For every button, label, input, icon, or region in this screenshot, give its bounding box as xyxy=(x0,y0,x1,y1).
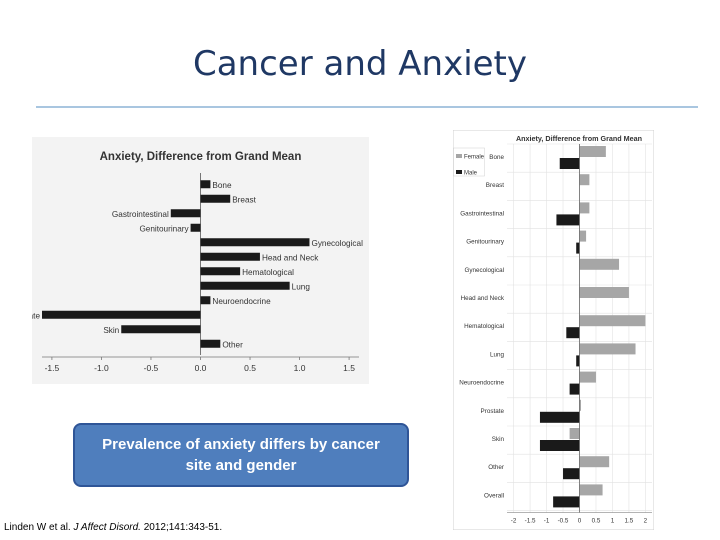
bar-label-head-and-neck: Head and Neck xyxy=(262,253,319,262)
x-tick-label: -1 xyxy=(544,518,550,525)
bar-breast xyxy=(200,194,231,203)
legend-label-female: Female xyxy=(464,155,485,161)
bar-gynecological xyxy=(200,238,310,247)
callout-text: Prevalence of anxiety differs by cancer … xyxy=(102,436,380,474)
bar-female-bone xyxy=(579,146,606,157)
bar-prostate xyxy=(42,310,201,319)
x-tick-label: -0.5 xyxy=(144,363,159,373)
category-label-genitourinary: Genitourinary xyxy=(466,239,505,246)
title-divider xyxy=(36,106,698,108)
category-label-breast: Breast xyxy=(486,182,504,189)
category-label-head-and-neck: Head and Neck xyxy=(461,295,505,302)
x-tick-label: 1.0 xyxy=(294,363,306,373)
bar-female-prostate xyxy=(579,399,581,411)
bar-lung xyxy=(200,281,290,290)
legend-swatch-female xyxy=(456,154,462,158)
x-tick-label: -1.0 xyxy=(94,363,109,373)
bar-label-prostate: Prostate xyxy=(32,311,40,320)
bar-female-neuroendocrine xyxy=(579,371,596,383)
x-tick-label: -2 xyxy=(511,518,517,525)
bar-male-skin xyxy=(539,440,580,451)
x-tick-label: -1.5 xyxy=(45,363,60,373)
citation-journal: J Affect Disord. xyxy=(73,522,141,533)
bar-female-skin xyxy=(569,428,580,439)
bar-male-genitourinary xyxy=(576,242,580,254)
category-label-gynecological: Gynecological xyxy=(464,267,504,274)
bar-bone xyxy=(200,180,211,189)
chart-by-cancer-site: Anxiety, Difference from Grand Mean BoneB… xyxy=(32,137,369,384)
category-label-neuroendocrine: Neuroendocrine xyxy=(459,380,504,387)
x-tick-label: -0.5 xyxy=(558,518,569,525)
bar-female-head-and-neck xyxy=(579,287,629,298)
bar-label-gastrointestinal: Gastrointestinal xyxy=(112,210,169,219)
bar-neuroendocrine xyxy=(200,296,211,305)
bar-gastrointestinal xyxy=(170,209,201,218)
slide-title: Cancer and Anxiety xyxy=(192,44,528,84)
bar-male-gastrointestinal xyxy=(556,214,580,226)
bar-male-lung xyxy=(576,355,580,367)
bar-female-gastrointestinal xyxy=(579,202,590,214)
bar-label-gynecological: Gynecological xyxy=(311,239,363,248)
bar-label-bone: Bone xyxy=(212,181,232,190)
bar-other xyxy=(200,339,221,348)
bar-female-genitourinary xyxy=(579,230,587,242)
category-label-lung: Lung xyxy=(490,351,505,358)
bar-female-overall xyxy=(579,484,603,496)
bar-head-and-neck xyxy=(200,252,260,261)
category-label-bone: Bone xyxy=(489,154,504,161)
bar-label-breast: Breast xyxy=(232,195,256,204)
bar-male-other xyxy=(563,468,580,480)
x-tick-label: 0.5 xyxy=(244,363,256,373)
bar-label-lung: Lung xyxy=(292,282,311,291)
x-tick-label: -1.5 xyxy=(525,518,536,525)
bar-hematological xyxy=(200,267,241,276)
category-label-gastrointestinal: Gastrointestinal xyxy=(460,210,504,217)
chart-title: Anxiety, Difference from Grand Mean xyxy=(100,151,302,163)
x-tick-label: 2 xyxy=(644,518,648,525)
x-tick-label: 0 xyxy=(578,518,582,525)
x-tick-label: 1 xyxy=(611,518,615,525)
bar-female-gynecological xyxy=(579,258,620,270)
bar-genitourinary xyxy=(190,223,201,232)
bar-label-neuroendocrine: Neuroendocrine xyxy=(212,297,271,306)
bar-skin xyxy=(121,325,201,334)
x-tick-label: 1.5 xyxy=(625,518,634,525)
category-label-overall: Overall xyxy=(484,492,504,499)
bar-label-hematological: Hematological xyxy=(242,268,294,277)
bar-male-neuroendocrine xyxy=(569,383,580,395)
category-label-skin: Skin xyxy=(492,436,505,443)
x-tick-label: 0.5 xyxy=(592,518,601,525)
legend-swatch-male xyxy=(456,170,462,174)
bar-label-genitourinary: Genitourinary xyxy=(139,224,189,233)
bar-female-breast xyxy=(579,174,590,186)
chart-title: Anxiety, Difference from Grand Mean xyxy=(516,134,642,143)
citation-authors: Linden W et al. xyxy=(4,522,71,533)
bar-female-lung xyxy=(579,343,636,355)
bar-male-bone xyxy=(559,158,580,169)
x-tick-label: 1.5 xyxy=(343,363,355,373)
x-tick-label: 0.0 xyxy=(195,363,207,373)
chart-background xyxy=(453,130,654,530)
bar-female-other xyxy=(579,456,610,468)
callout-box: Prevalence of anxiety differs by cancer … xyxy=(73,423,409,487)
bar-label-skin: Skin xyxy=(103,326,119,335)
bar-female-hematological xyxy=(579,315,646,327)
bar-label-other: Other xyxy=(222,340,243,349)
legend-label-male: Male xyxy=(464,171,478,177)
chart-by-gender: Anxiety, Difference from Grand Mean Bone B… xyxy=(453,130,654,530)
citation-details: 2012;141:343-51. xyxy=(143,522,223,533)
bar-male-prostate xyxy=(539,411,580,423)
category-label-other: Other xyxy=(488,464,504,471)
bar-male-hematological xyxy=(566,327,580,339)
bar-male-overall xyxy=(553,496,580,508)
category-label-prostate: Prostate xyxy=(481,408,505,415)
category-label-hematological: Hematological xyxy=(464,323,504,330)
citation: Linden W et al. J Affect Disord. 2012;14… xyxy=(4,522,222,533)
